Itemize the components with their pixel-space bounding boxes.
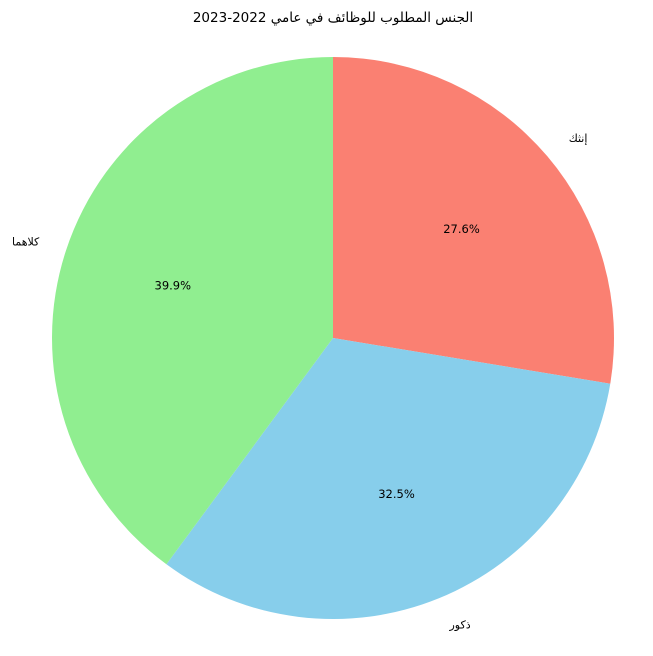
pie-labels: 27.6% إنثك 32.5% ذكور 39.9% كلاهما bbox=[12, 132, 587, 631]
slice-category-label: ذكور bbox=[449, 618, 471, 631]
slice-category-label: إنثك bbox=[569, 132, 588, 145]
pie-slice bbox=[52, 57, 333, 565]
pie-slice bbox=[333, 57, 615, 384]
pie-slice bbox=[166, 338, 611, 619]
slice-percent-label: 27.6% bbox=[443, 222, 480, 236]
pie-slices bbox=[52, 57, 615, 619]
slice-category-label: كلاهما bbox=[12, 236, 40, 249]
slice-percent-label: 32.5% bbox=[378, 487, 415, 501]
chart-title: الجنس المطلوب للوظائف في عامي 2022-2023 bbox=[193, 10, 473, 26]
slice-percent-label: 39.9% bbox=[155, 278, 192, 292]
